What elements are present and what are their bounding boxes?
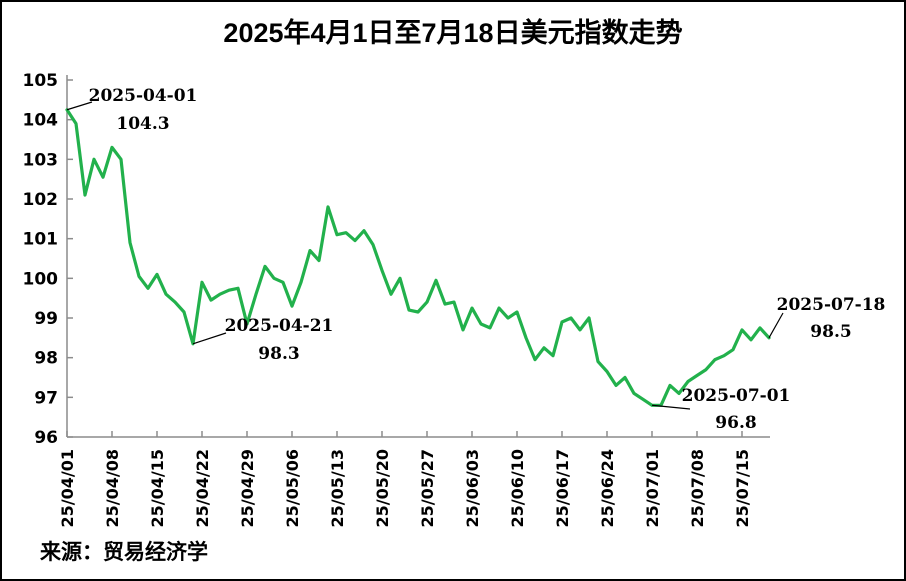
x-axis-label: 25/07/08 bbox=[688, 449, 707, 527]
y-axis-label: 104 bbox=[23, 111, 59, 131]
annotation-date: 2025-04-21 bbox=[225, 316, 334, 336]
x-axis-label: 25/06/17 bbox=[553, 449, 572, 527]
annotation-value: 96.8 bbox=[715, 413, 756, 433]
x-axis-label: 25/05/20 bbox=[373, 449, 392, 527]
annotations: 2025-04-01 104.3 2025-04-21 98.3 2025-07-18 9… bbox=[66, 86, 886, 433]
x-axis-label: 25/04/15 bbox=[148, 449, 167, 527]
x-axis-label: 25/05/13 bbox=[328, 449, 347, 527]
annotation-value: 104.3 bbox=[116, 114, 169, 134]
source-label: 来源：贸易经济学 bbox=[40, 540, 208, 564]
chart-title: 2025年4月1日至7月18日美元指数走势 bbox=[223, 17, 682, 48]
annotation-leader-line bbox=[768, 312, 784, 339]
x-axis-label: 25/05/27 bbox=[418, 449, 437, 527]
annotation-date: 2025-07-18 bbox=[777, 295, 886, 315]
x-axis-label: 25/07/15 bbox=[733, 449, 752, 527]
x-axis-label: 25/04/08 bbox=[103, 449, 122, 527]
y-axis-label: 103 bbox=[23, 150, 59, 170]
x-axis-label: 25/06/24 bbox=[598, 449, 617, 527]
y-axis-label: 98 bbox=[34, 349, 58, 369]
y-axis-label: 105 bbox=[23, 71, 59, 91]
annotation-date: 2025-07-01 bbox=[682, 386, 791, 406]
annotation-value: 98.3 bbox=[258, 344, 299, 364]
data-series bbox=[65, 108, 771, 407]
annotation-value: 98.5 bbox=[810, 322, 851, 342]
x-axis-label: 25/04/22 bbox=[193, 449, 212, 527]
index-line bbox=[65, 108, 771, 407]
annotation-date: 2025-04-01 bbox=[89, 86, 198, 106]
x-axis-label: 25/04/01 bbox=[58, 449, 77, 527]
y-axis-label: 99 bbox=[34, 309, 58, 329]
x-axis-label: 25/04/29 bbox=[238, 449, 257, 527]
y-axis-label: 97 bbox=[34, 388, 58, 408]
x-axis-label: 25/07/01 bbox=[643, 449, 662, 527]
y-axis-label: 96 bbox=[34, 428, 58, 448]
annotation-leader-line bbox=[651, 404, 691, 410]
x-axis-label: 25/06/03 bbox=[463, 449, 482, 527]
y-axis-label: 102 bbox=[23, 190, 59, 210]
annotation-leader-line bbox=[192, 332, 227, 345]
y-axis-label: 100 bbox=[23, 269, 59, 289]
x-axis-label: 25/06/10 bbox=[508, 449, 527, 527]
y-axis-label: 101 bbox=[23, 230, 59, 250]
axes: 96 97 98 99 100 101 102 103 104 105 25/04/01 25/04/… bbox=[23, 71, 770, 527]
annotation-leader-line bbox=[66, 101, 93, 111]
x-axis-label: 25/05/06 bbox=[283, 449, 302, 527]
